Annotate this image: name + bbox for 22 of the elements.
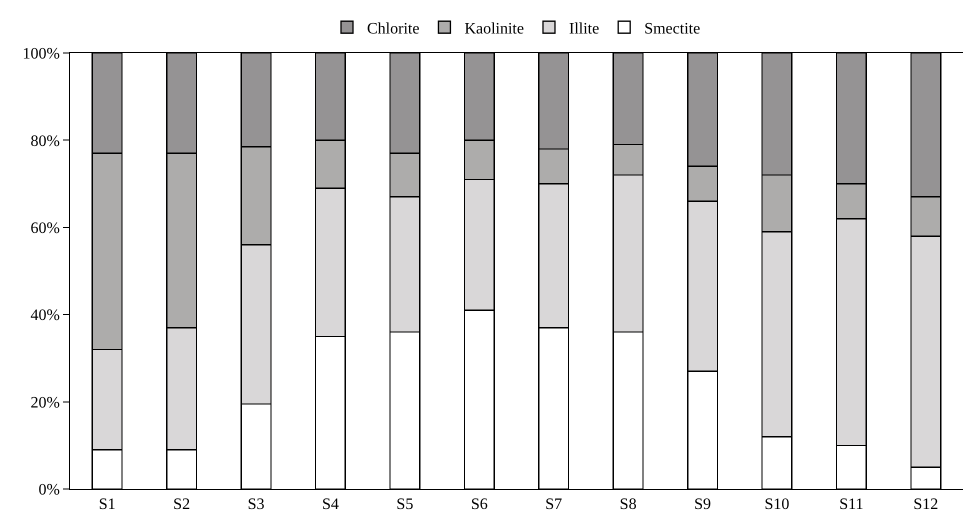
x-tick-label: S10 [764,496,790,514]
x-tick-label: S11 [839,496,864,514]
y-tick-label: 40% [30,307,60,324]
y-tick-label: 60% [30,220,60,237]
legend-label: Chlorite [367,20,420,38]
x-tick-label: S8 [620,496,637,514]
x-tick-label: S12 [913,496,938,514]
y-tick-label: 0% [38,482,60,499]
x-tick-label: S9 [694,496,711,514]
y-tick-label: 80% [30,132,60,150]
x-tick-label: S7 [545,496,562,514]
x-tick-label: S5 [396,496,414,514]
x-tick-label: S1 [98,496,116,514]
legend-label: Kaolinite [464,20,524,38]
y-tick-label: 100% [22,46,60,63]
legend-label: Illite [568,20,600,38]
x-tick-label: S6 [470,496,488,514]
x-tick-label: S3 [248,496,264,514]
x-tick-label: S4 [322,496,339,514]
y-tick-label: 20% [30,394,60,412]
legend-label: Smectite [644,20,700,38]
x-tick-label: S2 [173,496,190,514]
